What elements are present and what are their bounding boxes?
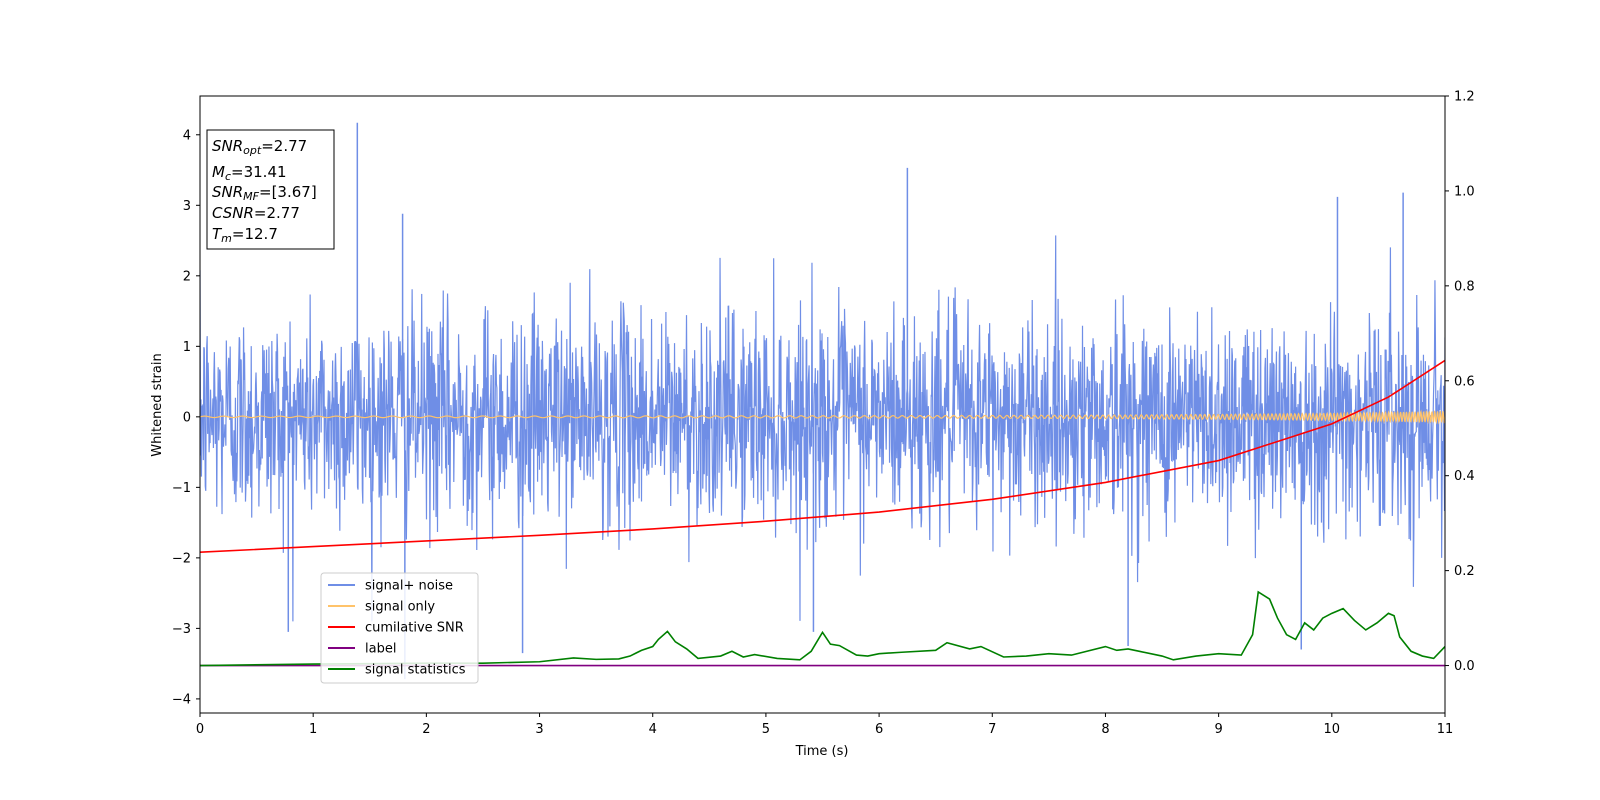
annotation-box	[206, 129, 335, 250]
y2-tick-label: 0.6	[1454, 374, 1475, 389]
y-axis-label: Whitened strain	[150, 353, 165, 456]
legend-label: cumilative SNR	[365, 621, 464, 636]
legend-label: signal statistics	[365, 663, 466, 678]
y2-tick-label: 0.4	[1454, 469, 1475, 484]
x-tick-label: 9	[1214, 722, 1222, 737]
y-tick-label: −3	[172, 622, 191, 637]
legend-label: signal+ noise	[365, 579, 453, 594]
series-cumilative-snr	[200, 359, 1445, 554]
annotation-line: Tm=12.7	[212, 225, 278, 245]
y2-tick-label: 1.2	[1454, 90, 1475, 105]
series-signal-only	[200, 409, 1445, 425]
y2-tick-label: 0.8	[1454, 279, 1475, 294]
stats-annotation: SNRopt=2.77 Mc=31.41SNRMF=[3.67]CSNR=2.77…	[206, 129, 335, 250]
y-tick-label: −1	[172, 481, 191, 496]
annotation-line: Mc=31.41	[212, 163, 287, 183]
y2-tick-label: 1.0	[1454, 184, 1475, 199]
y2-tick-label: 0.2	[1454, 564, 1475, 579]
legend-box	[320, 572, 479, 684]
x-tick-label: 1	[309, 722, 317, 737]
annotation-line: SNRopt=2.77	[212, 137, 307, 157]
x-tick-label: 10	[1324, 722, 1341, 737]
y-axis-left: −4 −3 −2 −1 0 1 2 3 4	[172, 128, 200, 707]
x-tick-label: 4	[649, 722, 657, 737]
y-tick-label: 2	[183, 269, 191, 284]
x-axis: 0 1 2 3 4 5 6 7 8 9 10 11	[196, 713, 1453, 737]
x-tick-label: 11	[1437, 722, 1454, 737]
x-tick-label: 7	[988, 722, 996, 737]
annotation-line: CSNR=2.77	[212, 204, 300, 222]
x-axis-label: Time (s)	[795, 744, 849, 759]
y-tick-label: −4	[172, 692, 191, 707]
legend-label: signal only	[365, 600, 435, 615]
y-tick-label: 1	[183, 340, 191, 355]
y-tick-label: 4	[183, 128, 191, 143]
x-tick-label: 5	[762, 722, 770, 737]
annotation-line: SNRMF=[3.67]	[212, 183, 317, 203]
x-tick-label: 2	[422, 722, 430, 737]
legend: signal+ noise signal only cumilative SNR la…	[320, 572, 479, 684]
x-tick-label: 3	[535, 722, 543, 737]
plot-area	[200, 122, 1445, 680]
x-tick-label: 8	[1101, 722, 1109, 737]
y-tick-label: 3	[183, 199, 191, 214]
x-tick-label: 0	[196, 722, 204, 737]
legend-label: label	[365, 642, 396, 657]
series-signal-noise	[200, 235, 1445, 622]
series-signal-statistics	[200, 590, 1445, 667]
y-axis-right: 0.0 0.2 0.4 0.6 0.8 1.0 1.2	[1445, 90, 1475, 674]
y2-tick-label: 0.0	[1454, 659, 1475, 674]
x-tick-label: 6	[875, 722, 883, 737]
axes-frame	[199, 95, 1446, 714]
y-tick-label: 0	[183, 410, 191, 425]
y-tick-label: −2	[172, 551, 191, 566]
